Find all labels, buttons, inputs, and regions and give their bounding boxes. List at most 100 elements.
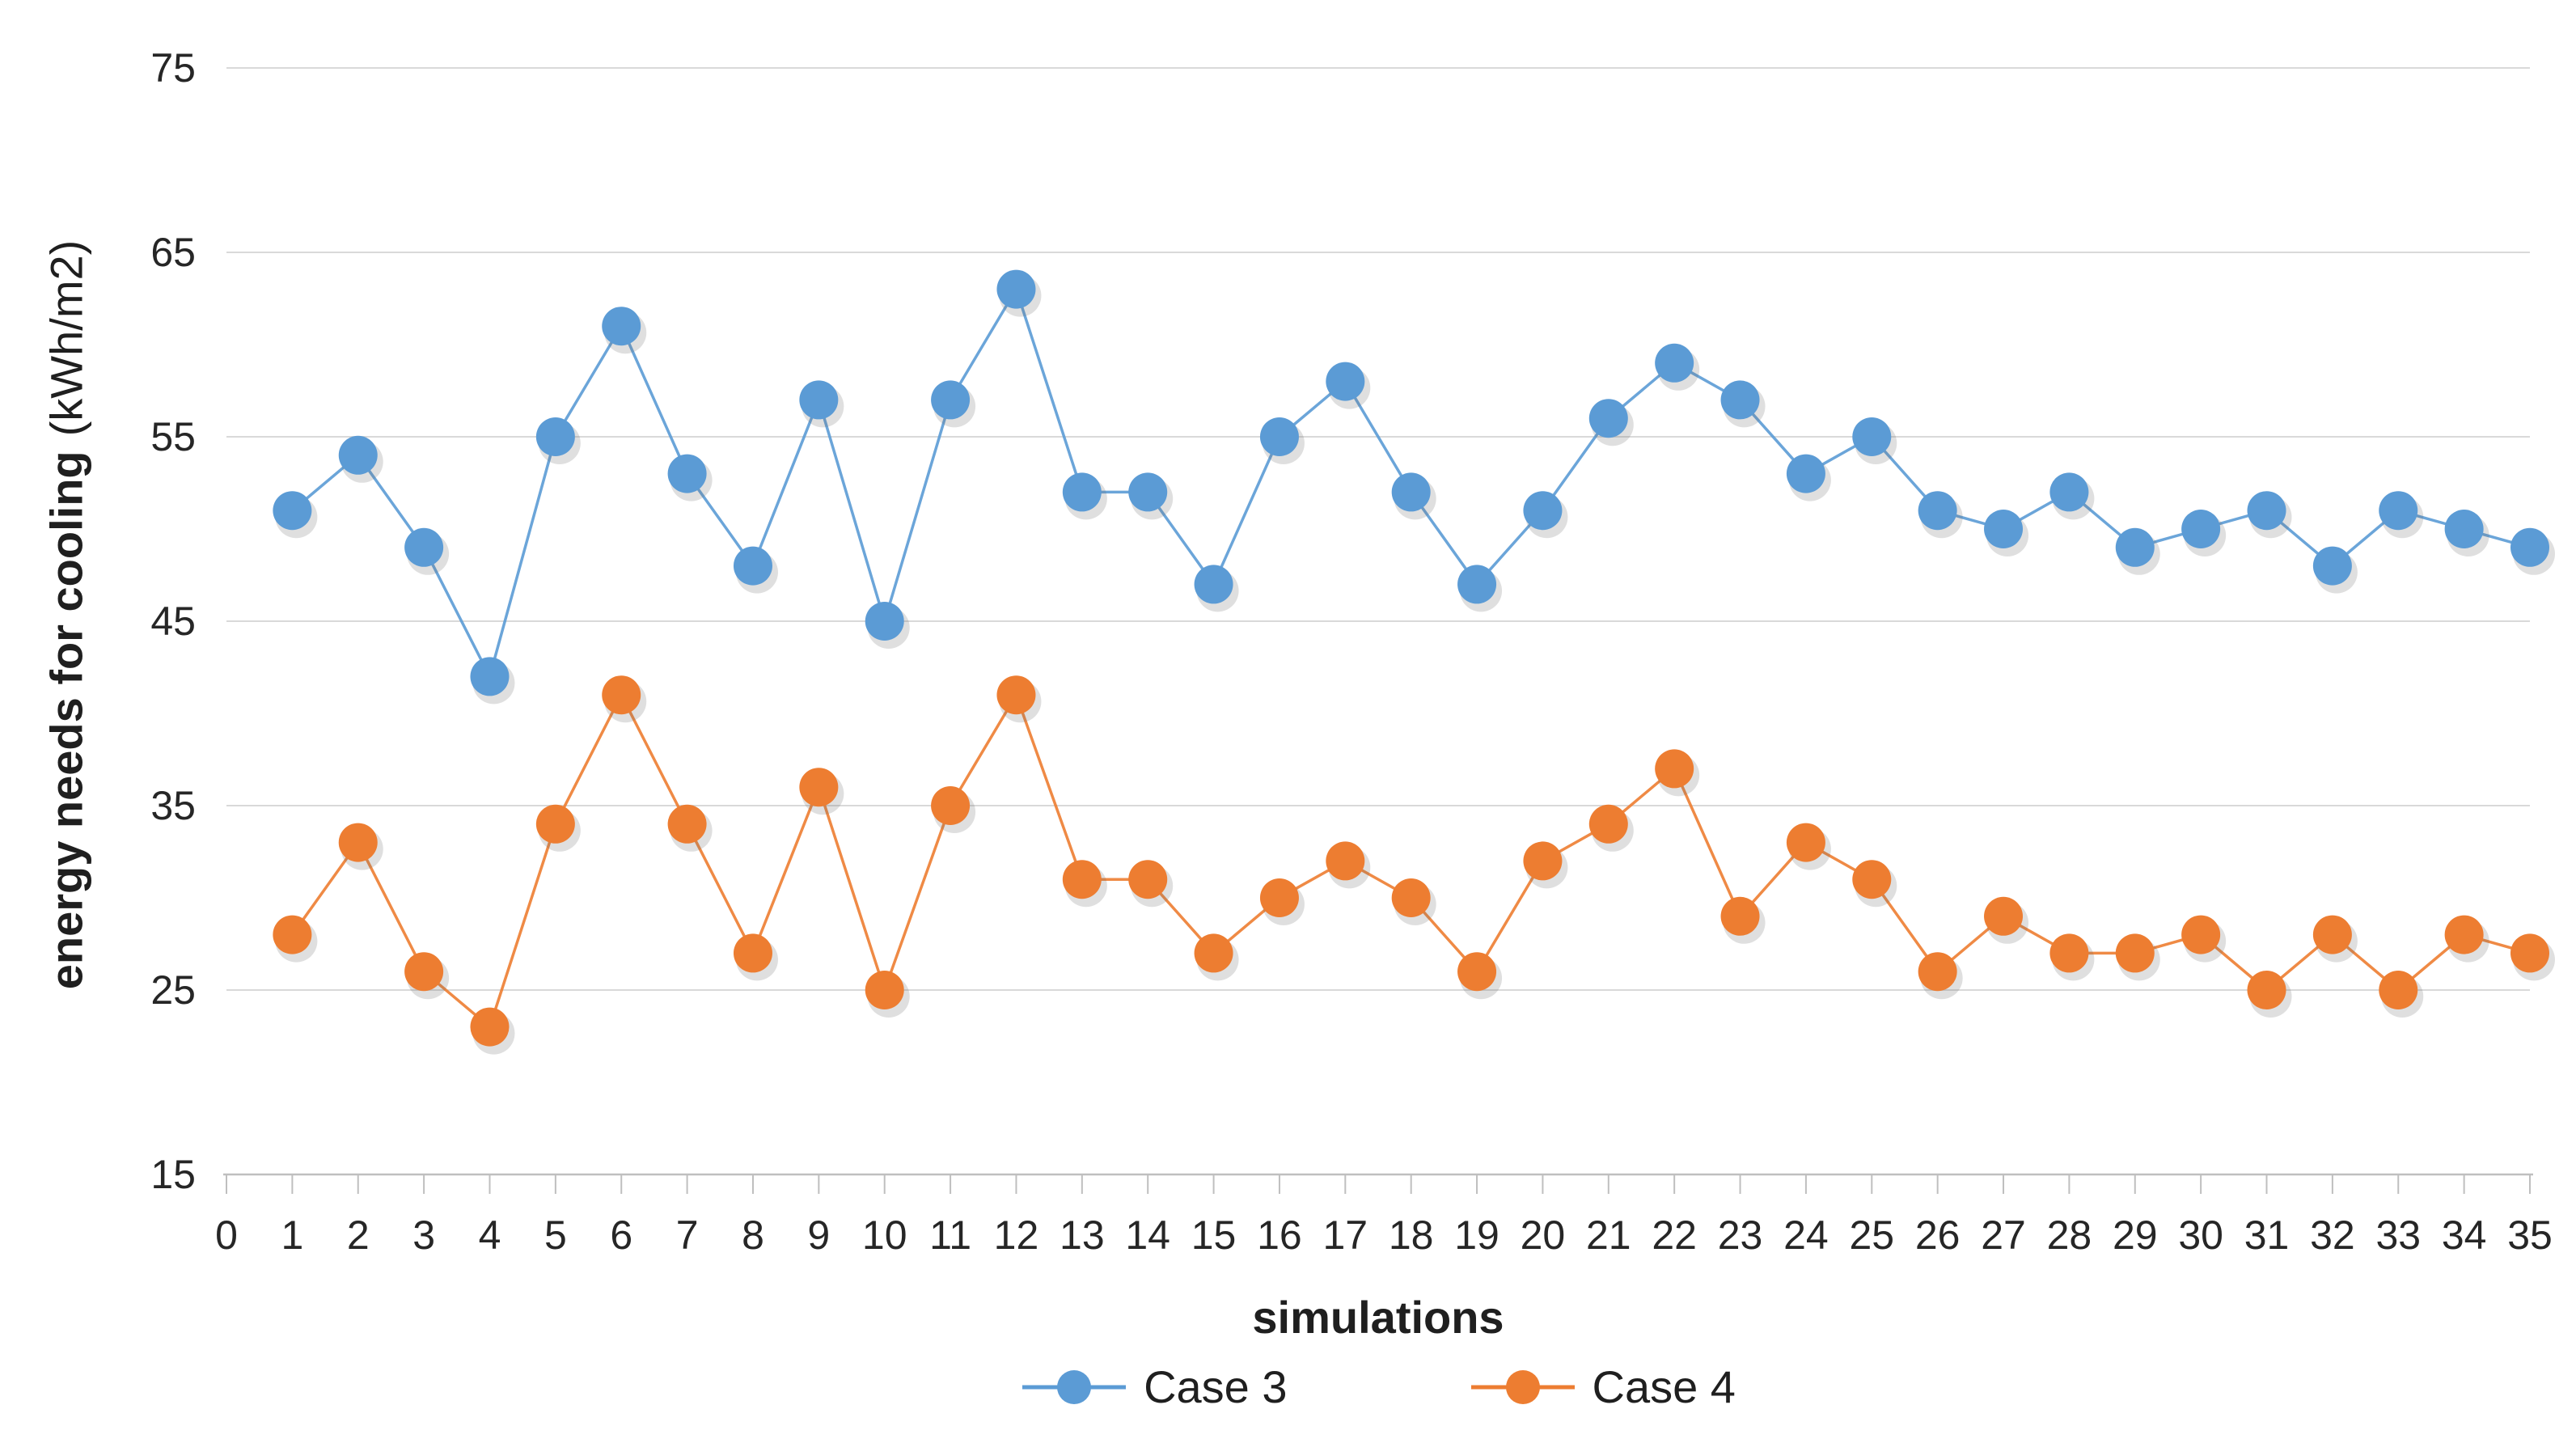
x-tick-label: 32 [2310,1212,2355,1258]
data-point [865,602,904,641]
data-point [2510,527,2549,567]
x-tick-label: 30 [2178,1212,2223,1258]
series-case-3 [273,269,2555,705]
data-point [1588,399,1628,438]
x-axis: 0 1 2 3 4 5 6 7 8 9 10 11 12 13 14 15 16 17 18 19 20 21 22 23 24… [215,1173,2553,1258]
x-tick-label: 35 [2507,1212,2553,1258]
data-point [996,269,1036,309]
data-point [1655,749,1694,789]
data-point [931,786,971,825]
data-point [1391,472,1431,512]
data-point [667,454,707,493]
data-point [273,491,312,531]
y-axis-title: energy needs for cooling (kWh/m2) [40,240,93,990]
data-point [1655,343,1694,383]
legend-label-case-3: Case 3 [1144,1361,1288,1412]
x-tick-label: 5 [544,1212,567,1258]
legend-item-case-4: Case 4 [1470,1360,1736,1413]
data-point [1918,491,1957,531]
x-tick-label: 1 [281,1212,303,1258]
x-tick-label: 15 [1191,1212,1237,1258]
data-point [404,952,444,992]
data-point [1786,823,1825,862]
data-point [2247,971,2286,1009]
data-point [338,435,378,475]
data-point [2312,915,2352,954]
x-tick-label: 7 [676,1212,699,1258]
data-point [1523,841,1563,881]
data-point [273,915,312,954]
data-point [2181,915,2221,954]
data-point [470,657,510,696]
y-tick-label: 45 [150,599,196,644]
legend-item-case-3: Case 3 [1021,1360,1288,1413]
data-point [1326,841,1365,881]
data-point [1062,860,1102,899]
data-point [2379,971,2418,1009]
data-point [1984,896,2024,936]
data-point [2247,491,2286,531]
y-tick-label: 65 [150,230,196,275]
y-tick-label: 25 [150,967,196,1013]
data-point [1918,952,1957,992]
y-axis-title-text: energy needs for cooling [40,451,92,990]
data-point [799,768,839,807]
x-tick-label: 2 [347,1212,370,1258]
data-point [1720,380,1760,420]
data-point [1852,860,1892,899]
x-tick-label: 27 [1981,1212,2026,1258]
data-point [602,675,641,715]
data-point [338,823,378,862]
x-tick-label: 19 [1454,1212,1499,1258]
x-tick-label: 20 [1521,1212,1566,1258]
x-tick-label: 9 [807,1212,830,1258]
data-point [1062,472,1102,512]
data-point [733,546,772,586]
data-point [1259,417,1299,456]
data-point [996,675,1036,715]
data-point [865,971,904,1009]
data-point [2444,915,2484,954]
data-point [2115,933,2155,973]
data-point [1720,896,1760,936]
data-point [1128,472,1168,512]
data-point [2115,527,2155,567]
data-point [1786,454,1825,493]
series-case-4 [273,675,2555,1055]
y-tick-label: 15 [150,1152,196,1197]
x-tick-label: 12 [994,1212,1039,1258]
x-tick-label: 29 [2113,1212,2158,1258]
data-point [2049,933,2089,973]
data-point [404,527,444,567]
data-point [1391,878,1431,917]
x-tick-label: 26 [1915,1212,1961,1258]
data-point [733,933,772,973]
data-point [1523,491,1563,531]
data-point [799,380,839,420]
data-point [1852,417,1892,456]
x-tick-label: 6 [610,1212,632,1258]
x-tick-label: 11 [929,1212,971,1258]
data-point [1194,933,1233,973]
data-point [1984,510,2024,548]
legend-label-case-4: Case 4 [1592,1361,1736,1412]
data-point [1588,804,1628,844]
x-tick-label: 24 [1783,1212,1829,1258]
x-tick-label: 14 [1125,1212,1170,1258]
y-axis-unit: (kWh/m2) [40,239,92,437]
x-tick-label: 23 [1718,1212,1763,1258]
x-axis-title: simulations [1252,1292,1504,1343]
y-tick-label: 55 [150,414,196,459]
x-tick-label: 13 [1060,1212,1105,1258]
x-tick-label: 25 [1849,1212,1894,1258]
data-point [2312,546,2352,586]
data-point [1128,860,1168,899]
x-tick-label: 33 [2375,1212,2421,1258]
data-point [1259,878,1299,917]
x-tick-label: 22 [1652,1212,1697,1258]
series-line [290,692,2531,1030]
data-point [931,380,971,420]
data-point [1457,565,1497,604]
